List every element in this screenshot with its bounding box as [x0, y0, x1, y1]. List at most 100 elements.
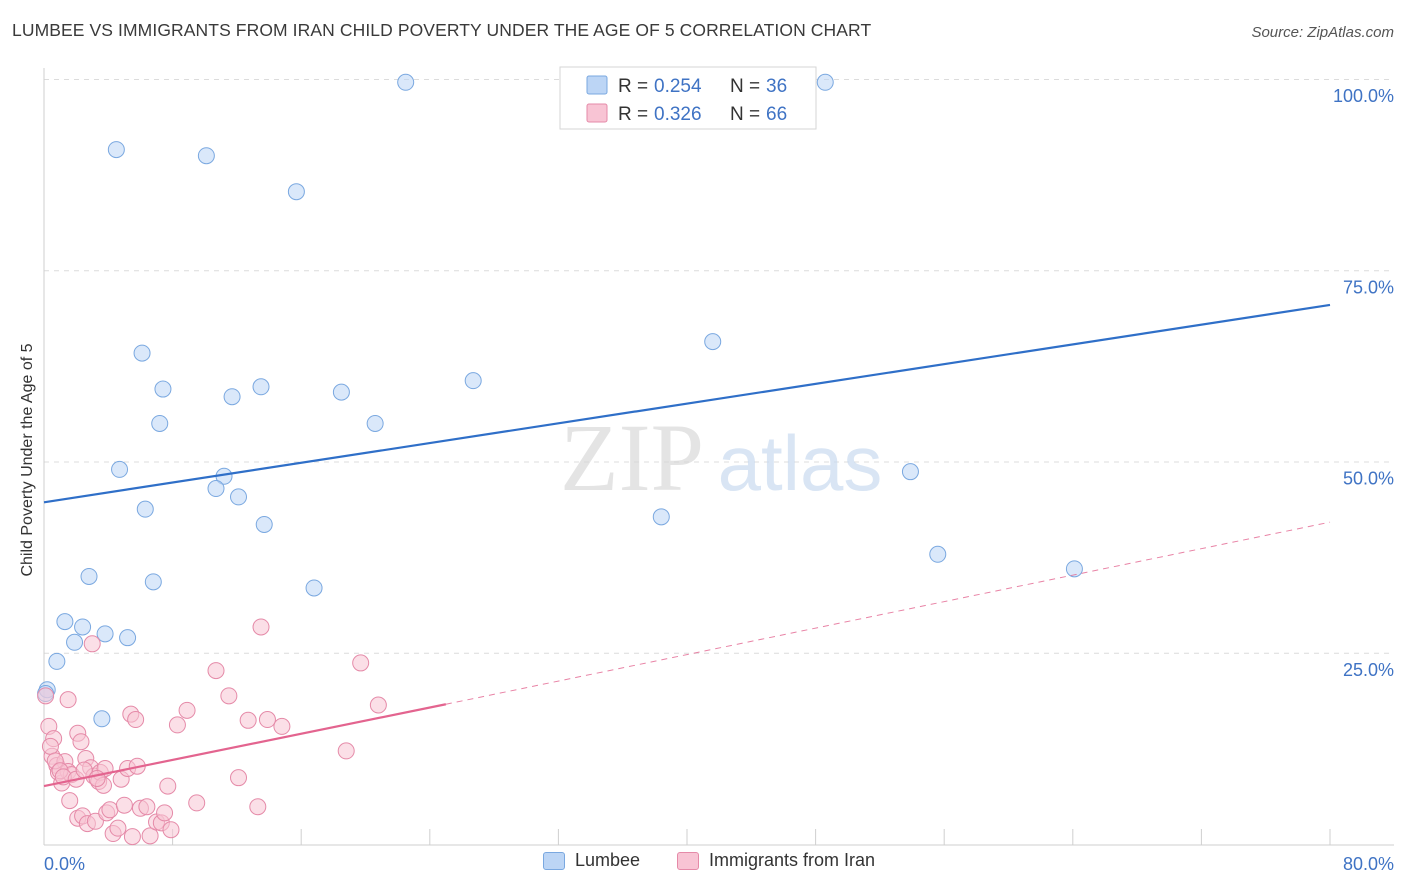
legend-r-label-2: R =: [618, 104, 648, 125]
iran-point-42: [156, 804, 174, 822]
source-label: Source: ZipAtlas.com: [1251, 24, 1394, 41]
x-tick-label-1: 80.0%: [1343, 854, 1394, 874]
lumbee-point-8: [252, 378, 270, 396]
lumbee-point-28: [74, 618, 92, 636]
legend-r-value-2: 0.326: [654, 104, 702, 125]
iran-point-57: [352, 654, 370, 672]
y-axis-label: Child Poverty Under the Age of 5: [19, 343, 36, 577]
lumbee-point-26: [305, 579, 323, 597]
lumbee-point-11: [464, 372, 482, 390]
iran-point-59: [41, 737, 59, 755]
legend-r-label-1: R =: [618, 76, 648, 97]
iran-point-33: [123, 828, 141, 846]
lumbee-point-31: [66, 633, 84, 651]
lumbee-point-6: [704, 333, 722, 351]
iran-point-29: [109, 819, 127, 837]
lumbee-point-14: [111, 460, 129, 478]
legend-bottom: Lumbee Immigrants from Iran: [0, 850, 1406, 880]
lumbee-point-4: [287, 183, 305, 201]
iran-point-20: [83, 635, 101, 653]
iran-point-49: [220, 687, 238, 705]
points-layer: [37, 73, 1083, 846]
iran-point-55: [273, 717, 291, 735]
lumbee-point-34: [93, 710, 111, 728]
lumbee-point-18: [136, 500, 154, 518]
x-tick-label-0: 0.0%: [44, 854, 85, 874]
iran-trend-line: [43, 703, 447, 788]
tick-labels: 25.0% 50.0% 75.0% 100.0% 0.0% 80.0%: [44, 86, 1394, 874]
lumbee-point-3: [197, 147, 215, 165]
y-axis-label-wrap: Child Poverty Under the Age of 5: [16, 300, 40, 620]
legend-n-value-2: 66: [766, 104, 787, 125]
lumbee-point-9: [223, 388, 241, 406]
iran-point-46: [178, 701, 196, 719]
iran-point-48: [207, 662, 225, 680]
iran-point-56: [337, 742, 355, 760]
iran-point-12: [72, 733, 90, 751]
lumbee-point-21: [901, 463, 919, 481]
lumbee-point-23: [1065, 560, 1083, 578]
legend-n-value-1: 36: [766, 76, 787, 97]
lumbee-trend-line: [43, 303, 1331, 504]
iran-point-53: [252, 618, 270, 636]
lumbee-point-25: [144, 573, 162, 591]
iran-point-38: [138, 798, 156, 816]
legend-item-lumbee[interactable]: Lumbee: [543, 850, 640, 871]
lumbee-point-24: [80, 567, 98, 585]
iran-point-43: [159, 777, 177, 795]
lumbee-point-5: [133, 344, 151, 362]
lumbee-point-10: [332, 383, 350, 401]
iran-point-45: [168, 716, 186, 734]
legend-swatch-lumbee: [586, 75, 608, 95]
y-tick-label-0: 25.0%: [1343, 660, 1394, 680]
iran-point-52: [249, 798, 267, 816]
lumbee-point-17: [230, 488, 248, 506]
legend-swatch-iran: [586, 103, 608, 123]
iran-point-58: [369, 696, 387, 714]
y-tick-label-1: 50.0%: [1343, 469, 1394, 489]
y-tick-label-3: 100.0%: [1333, 86, 1394, 106]
iran-point-51: [239, 711, 257, 729]
legend-label-iran: Immigrants from Iran: [709, 850, 876, 870]
iran-point-47: [188, 794, 206, 812]
iran-point-31: [115, 796, 133, 814]
iran-point-36: [127, 711, 145, 729]
iran-point-39: [141, 827, 159, 845]
iran-point-10: [59, 691, 77, 709]
legend-r-value-1: 0.254: [654, 76, 702, 97]
lumbee-point-20: [652, 508, 670, 526]
legend-label-lumbee: Lumbee: [575, 850, 641, 870]
iran-point-27: [101, 801, 119, 819]
lumbee-point-2: [107, 141, 125, 159]
lumbee-point-7: [154, 380, 172, 398]
lumbee-point-22: [929, 545, 947, 563]
watermark-zip: ZIP: [560, 404, 704, 511]
legend-top: R = 0.254 N = 36 R = 0.326 N = 66: [559, 66, 817, 130]
grid-layer: [44, 79, 1394, 654]
iran-point-65: [88, 769, 106, 787]
legend-n-label-1: N =: [730, 76, 760, 97]
lumbee-point-0: [397, 73, 415, 91]
lumbee-point-19: [255, 515, 273, 533]
y-tick-label-2: 75.0%: [1343, 277, 1394, 297]
legend-n-label-2: N =: [730, 104, 760, 125]
iran-trend-line-extended: [445, 521, 1331, 705]
watermark-atlas: atlas: [718, 419, 883, 507]
chart-title: LUMBEE VS IMMIGRANTS FROM IRAN CHILD POV…: [12, 20, 872, 40]
lumbee-point-30: [119, 629, 137, 647]
iran-point-0: [37, 687, 55, 705]
iran-point-50: [230, 769, 248, 787]
trend-layer: [43, 303, 1331, 788]
iran-point-44: [162, 821, 180, 839]
legend-item-iran[interactable]: Immigrants from Iran: [677, 850, 875, 871]
lumbee-point-13: [366, 414, 384, 432]
lumbee-point-1: [816, 73, 834, 91]
iran-point-54: [258, 711, 276, 729]
watermark: ZIP atlas: [560, 404, 882, 511]
legend-swatch-lumbee-bottom: [543, 851, 565, 870]
lumbee-point-16: [207, 480, 225, 498]
lumbee-point-12: [151, 414, 169, 432]
legend-swatch-iran-bottom: [677, 851, 699, 870]
iran-point-21: [61, 792, 79, 810]
